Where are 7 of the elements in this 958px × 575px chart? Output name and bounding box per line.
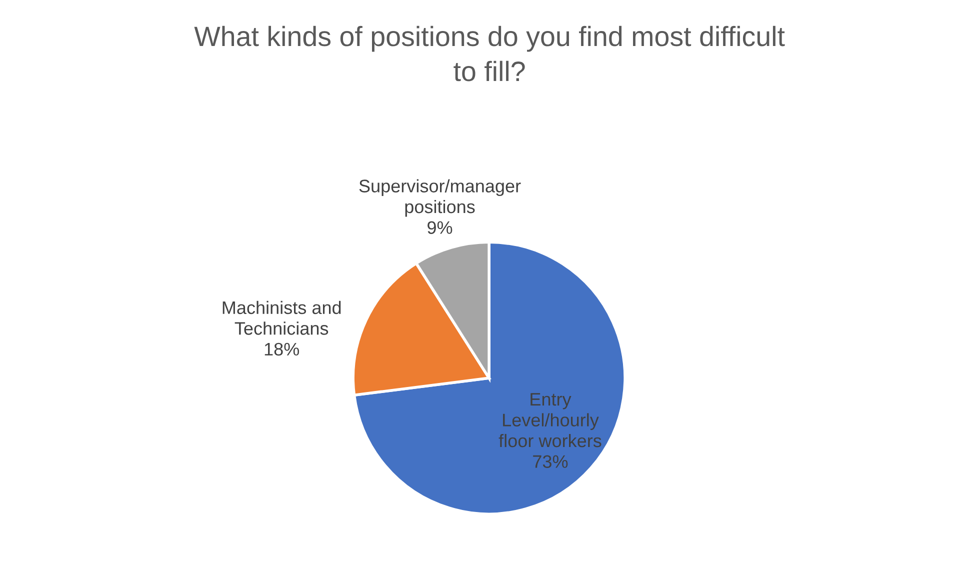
data-label: 18% — [264, 342, 300, 356]
slice-label: Machinists and Technicians — [222, 300, 341, 335]
chart-title: What kinds of positions do you find most difficult to fill? — [194, 26, 785, 82]
data-label: 73% — [533, 455, 568, 468]
slice-label: Supervisor/manager positions — [359, 179, 521, 217]
slice-label: Entry Level/hourly floor workers — [498, 393, 602, 448]
data-label: 9% — [428, 221, 452, 234]
